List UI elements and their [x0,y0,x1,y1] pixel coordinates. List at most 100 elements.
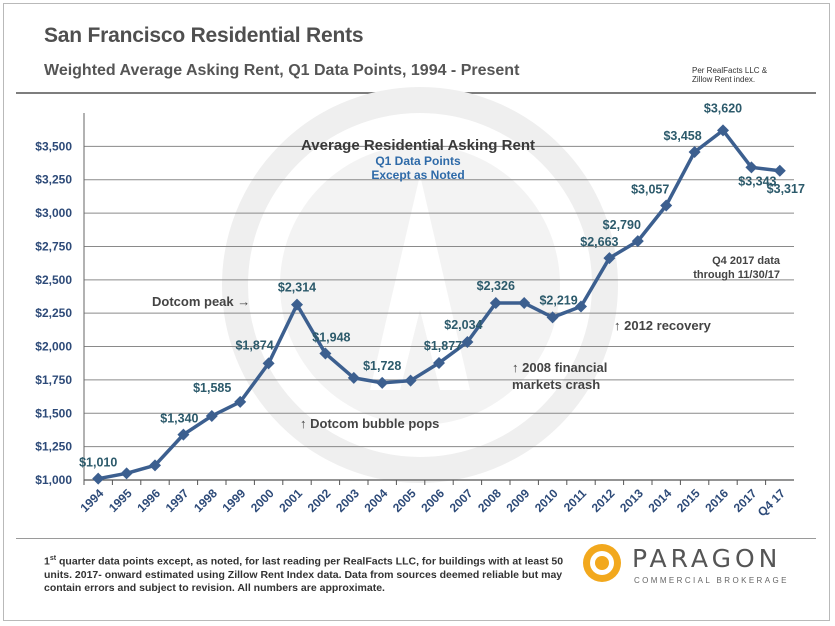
data-point [518,297,531,310]
data-point [688,145,701,158]
data-point [376,376,389,389]
x-tick-label: 2007 [447,486,476,515]
y-tick-label: $1,750 [35,373,72,387]
x-tick-label: 2012 [589,486,618,515]
data-point [92,472,105,485]
data-label: $2,314 [278,281,316,295]
annotation-recovery: ↑ 2012 recovery [614,318,712,333]
x-tick-label: 2002 [305,486,334,515]
data-label: $1,874 [235,338,273,352]
footnote: 1st quarter data points except, as noted… [44,552,564,595]
data-point [546,311,559,324]
data-point [262,357,275,370]
x-tick-label: 2011 [561,486,590,515]
x-tick-label: 2003 [333,486,362,515]
y-tick-label: $2,500 [35,273,72,287]
y-tick-label: $1,500 [35,406,72,420]
x-tick-label: 2006 [418,486,447,515]
x-tick-label: 1999 [220,486,249,515]
y-tick-label: $2,250 [35,306,72,320]
brand-name: PARAGON [632,544,782,573]
data-point [291,298,303,311]
data-label: $1,877 [424,339,462,353]
data-labels: $1,010 $1,340 $1,585 $1,874 $2,314 $1,948 $1,7… [79,101,805,469]
footnote-sup: st [49,555,57,562]
data-point [347,371,360,384]
data-label: $1,340 [160,412,198,426]
x-tick-label: 2010 [532,486,561,515]
x-tick-label: 1994 [78,486,107,515]
x-tick-label: 2000 [248,486,277,515]
data-point [149,459,161,472]
data-point [404,374,417,387]
y-tick-label: $3,500 [35,139,72,153]
x-tick-label: 1998 [191,486,220,515]
x-tick-label: 2009 [504,486,533,515]
brand-subtitle: COMMERCIAL BROKERAGE [634,576,789,585]
annotation-crash-2: markets crash [512,377,600,392]
x-tick-label: 1996 [134,486,163,515]
data-label: $1,585 [193,381,231,395]
annotation-q4-1: Q4 2017 data [712,255,781,267]
footnote-lead: 1 [44,555,50,568]
page-title: San Francisco Residential Rents [44,24,364,47]
x-tick-label: 2014 [646,486,675,515]
x-axis: 1994 1995 1996 1997 1998 1999 2000 2001 2002 2003… [78,479,794,519]
data-label: $2,790 [603,218,641,232]
chart-subtitle-2: Except as Noted [371,168,464,182]
data-label: $2,034 [444,318,482,332]
x-tick-label: 1995 [106,486,135,515]
data-point [631,235,644,248]
grid-lines [84,145,794,448]
watermark-logo [222,87,618,483]
data-point [234,395,247,408]
data-label: $3,458 [663,129,701,143]
series-rent [92,124,786,485]
y-tick-label: $3,000 [35,206,72,220]
data-point [319,347,332,360]
x-tick-label: 2001 [276,486,305,515]
annotation-q4-2: through 11/30/17 [693,269,780,281]
data-label: $3,343 [738,174,776,188]
source-line-1: Per RealFacts LLC & [692,66,768,75]
data-label: $3,057 [631,182,669,196]
y-tick-label: $1,000 [35,473,72,487]
paragon-logo-icon [583,544,621,582]
data-point [433,356,445,369]
chart-title: Average Residential Asking Rent [301,137,535,154]
annotation-crash-1: ↑ 2008 financial [512,360,607,375]
x-tick-label: 1997 [163,486,192,515]
data-label: $3,620 [704,101,742,115]
footer-divider [16,538,816,539]
data-point [205,409,218,422]
data-label: $2,326 [477,279,515,293]
annotations: Dotcom peak → ↑ Dotcom bubble pops ↑ 200… [152,255,781,431]
footnote-text: quarter data points except, as noted, fo… [44,555,564,594]
x-tick-label: Q4 17 [755,486,788,519]
annotation-dotcom-peak: Dotcom peak → [152,294,250,309]
y-tick-label: $2,000 [35,340,72,354]
data-label: $1,010 [79,456,117,470]
x-tick-label: 2013 [617,486,646,515]
data-label: $3,317 [767,182,805,196]
y-axis: $1,000 $1,250 $1,500 $1,750 $2,000 $2,250 $2,5… [35,113,85,487]
chart-legend: Average Residential Asking Rent Q1 Data … [301,137,535,182]
data-label: $2,219 [539,293,577,307]
data-point [773,164,786,177]
source-note: Per RealFacts LLC & Zillow Rent index. [692,66,812,84]
x-tick-label: 2015 [674,486,703,515]
data-label: $1,728 [363,359,401,373]
y-tick-label: $2,750 [35,239,72,253]
data-label: $2,663 [580,235,618,249]
x-tick-label: 2004 [362,486,391,515]
x-tick-label: 2016 [702,486,731,515]
data-point [120,467,133,480]
chart-subtitle-1: Q1 Data Points [375,154,461,168]
x-tick-label: 2005 [390,486,419,515]
data-point [603,252,616,265]
source-line-2: Zillow Rent index. [692,75,756,84]
data-label: $1,948 [312,330,350,344]
page-subtitle: Weighted Average Asking Rent, Q1 Data Po… [44,62,520,79]
y-tick-label: $1,250 [35,440,72,454]
